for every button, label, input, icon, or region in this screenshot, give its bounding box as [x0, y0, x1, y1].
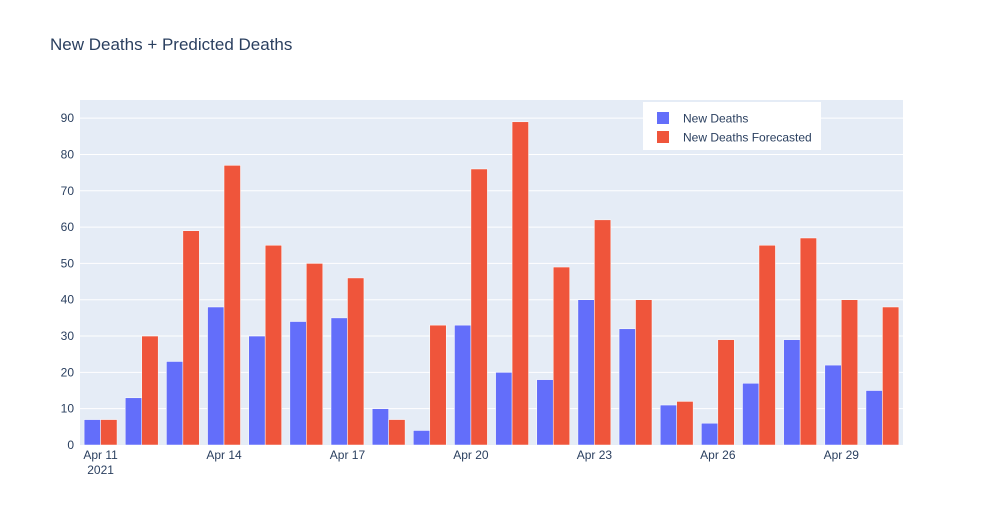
bar-new-deaths[interactable]: [248, 335, 266, 446]
bar-new-deaths[interactable]: [289, 321, 307, 446]
bar-new-deaths[interactable]: [371, 408, 389, 446]
bar-new-deaths-forecasted[interactable]: [552, 266, 570, 446]
bar-new-deaths-forecasted[interactable]: [717, 339, 735, 446]
y-tick-label: 50: [61, 256, 75, 270]
x-tick-label: Apr 14: [206, 448, 242, 462]
y-tick-label: 0: [67, 438, 74, 452]
bar-new-deaths-forecasted[interactable]: [594, 219, 612, 446]
bar-new-deaths[interactable]: [125, 397, 142, 446]
legend-label[interactable]: New Deaths Forecasted: [683, 131, 812, 145]
x-tick-label: Apr 23: [577, 448, 613, 462]
bar-new-deaths-forecasted[interactable]: [141, 335, 159, 446]
bar-new-deaths-forecasted[interactable]: [306, 263, 324, 446]
bar-new-deaths-forecasted[interactable]: [223, 165, 241, 446]
chart-title: New Deaths + Predicted Deaths: [50, 35, 292, 54]
y-tick-label: 10: [61, 402, 75, 416]
y-tick-label: 30: [61, 329, 75, 343]
bar-new-deaths[interactable]: [166, 361, 184, 446]
y-tick-label: 20: [61, 365, 75, 379]
bar-new-deaths-forecasted[interactable]: [635, 299, 653, 446]
y-axis: 0 10 20 30 40 50 60 70 80 90: [61, 111, 75, 452]
legend-swatch: [657, 131, 669, 143]
bar-new-deaths[interactable]: [701, 422, 719, 446]
bar-new-deaths-forecasted[interactable]: [264, 245, 282, 446]
bar-new-deaths-forecasted[interactable]: [182, 230, 200, 446]
x-tick-sublabel: 2021: [87, 463, 114, 477]
bar-new-deaths[interactable]: [618, 328, 636, 446]
bar-new-deaths-forecasted[interactable]: [470, 168, 488, 446]
bar-new-deaths-forecasted[interactable]: [882, 306, 900, 446]
x-tick-label: Apr 26: [700, 448, 736, 462]
x-tick-label: Apr 11: [83, 448, 118, 462]
bar-new-deaths[interactable]: [207, 306, 225, 446]
bar-new-deaths[interactable]: [783, 339, 801, 446]
bar-new-deaths[interactable]: [577, 299, 595, 446]
bar-new-deaths[interactable]: [454, 324, 472, 446]
bar-new-deaths[interactable]: [742, 383, 760, 446]
y-tick-label: 80: [61, 147, 75, 161]
bar-new-deaths-forecasted[interactable]: [429, 324, 447, 446]
bar-new-deaths-forecasted[interactable]: [758, 245, 776, 446]
bar-new-deaths-forecasted[interactable]: [347, 277, 365, 446]
x-tick-label: Apr 29: [824, 448, 860, 462]
legend-box: [643, 102, 821, 150]
bar-new-deaths-forecasted[interactable]: [100, 419, 118, 446]
y-tick-label: 90: [61, 111, 75, 125]
bar-new-deaths[interactable]: [536, 379, 554, 446]
bar-new-deaths[interactable]: [824, 364, 842, 446]
bar-new-deaths-forecasted[interactable]: [799, 237, 817, 446]
bar-new-deaths[interactable]: [659, 404, 677, 446]
legend-label[interactable]: New Deaths: [683, 112, 748, 126]
bar-new-deaths[interactable]: [413, 430, 431, 446]
x-tick-label: Apr 20: [453, 448, 489, 462]
bar-new-deaths[interactable]: [83, 419, 101, 446]
bars: [83, 121, 900, 446]
bar-new-deaths-forecasted[interactable]: [841, 299, 858, 446]
y-tick-label: 40: [61, 293, 75, 307]
bar-new-deaths[interactable]: [495, 372, 513, 446]
bar-new-deaths-forecasted[interactable]: [511, 121, 529, 446]
bar-new-deaths[interactable]: [330, 317, 348, 446]
y-tick-label: 60: [61, 220, 75, 234]
bar-new-deaths-forecasted[interactable]: [676, 401, 694, 446]
bar-new-deaths-forecasted[interactable]: [388, 419, 406, 446]
y-tick-label: 70: [61, 184, 75, 198]
legend-swatch: [657, 112, 669, 124]
plot-area: [80, 100, 903, 445]
legend[interactable]: New Deaths New Deaths Forecasted: [643, 102, 821, 150]
x-tick-label: Apr 17: [330, 448, 366, 462]
bar-new-deaths[interactable]: [865, 390, 883, 446]
